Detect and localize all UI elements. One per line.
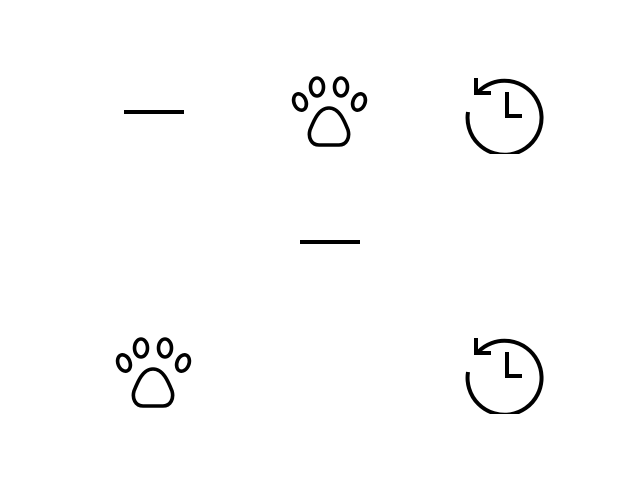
paw-icon	[112, 333, 196, 411]
minus-icon	[296, 212, 364, 272]
history-icon	[462, 70, 548, 154]
paw-icon	[288, 72, 372, 150]
minus-icon	[120, 82, 188, 142]
history-icon	[462, 330, 548, 414]
